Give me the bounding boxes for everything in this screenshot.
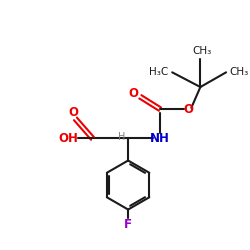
Text: CH₃: CH₃ [229,67,248,77]
Text: F: F [124,218,132,231]
Text: O: O [184,102,194,116]
Text: O: O [128,88,138,101]
Text: O: O [68,106,78,118]
Text: H₃C: H₃C [149,67,168,77]
Text: H: H [118,132,125,141]
Text: NH: NH [150,132,170,145]
Text: OH: OH [59,132,79,145]
Text: CH₃: CH₃ [192,46,211,56]
